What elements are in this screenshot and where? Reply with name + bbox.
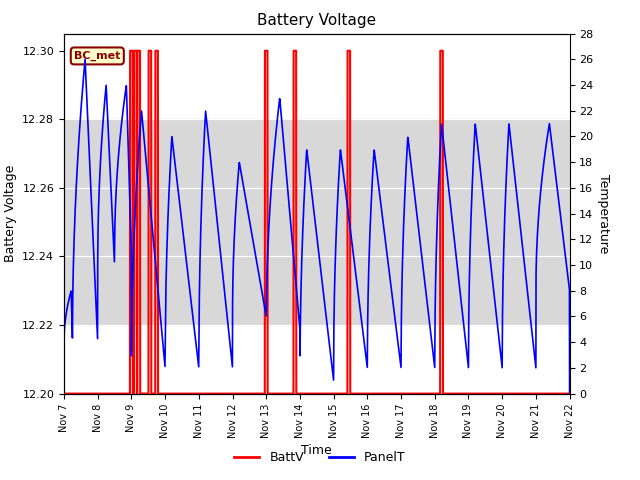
Bar [64, 120, 570, 325]
X-axis label: Time: Time [301, 444, 332, 456]
Text: BC_met: BC_met [74, 51, 120, 61]
Legend: BattV, PanelT: BattV, PanelT [229, 446, 411, 469]
Title: Battery Voltage: Battery Voltage [257, 13, 376, 28]
Y-axis label: Battery Voltage: Battery Voltage [4, 165, 17, 262]
Y-axis label: Temperature: Temperature [597, 174, 610, 253]
